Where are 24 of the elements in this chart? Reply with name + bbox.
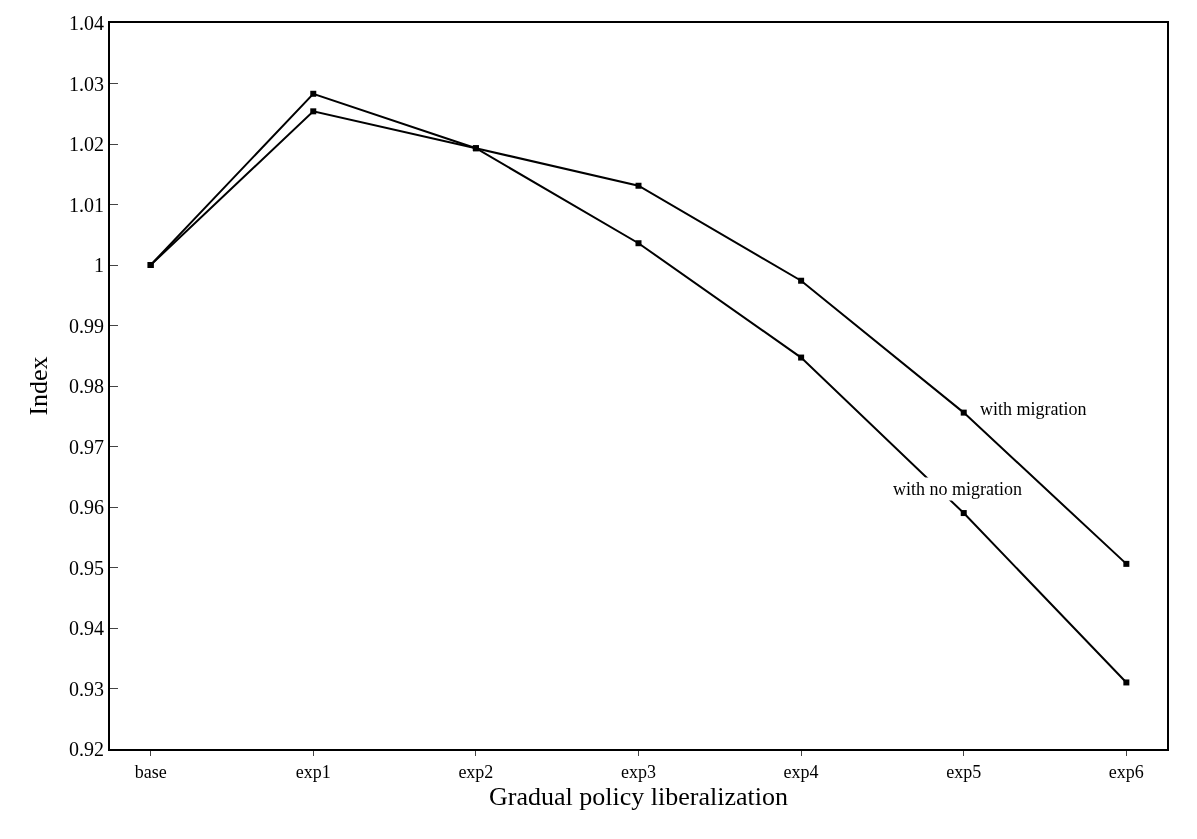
- y-tick-label: 1.03: [69, 72, 104, 95]
- y-tick-label: 0.95: [69, 556, 104, 579]
- x-tick-label: exp2: [458, 761, 494, 782]
- y-tick-label: 0.96: [69, 496, 104, 518]
- x-axis-title: Gradual policy liberalization: [489, 781, 788, 811]
- annotation: with no migration: [893, 479, 1022, 499]
- x-tick-label: exp1: [295, 761, 331, 782]
- y-tick-label: 0.98: [69, 375, 104, 397]
- y-tick-label: 0.97: [69, 435, 104, 458]
- x-tick-label: exp6: [1108, 761, 1144, 782]
- y-tick-label: 0.92: [69, 738, 104, 760]
- y-tick-label: 1.01: [69, 193, 104, 216]
- y-tick-label: 1.02: [69, 133, 104, 155]
- x-tick-label: base: [134, 761, 167, 782]
- y-axis-title: Index: [24, 356, 53, 416]
- x-tick-label: exp3: [621, 761, 656, 782]
- y-tick-label: 1: [94, 254, 104, 276]
- y-tick-label: 1.04: [69, 12, 104, 34]
- y-tick-label: 0.99: [69, 314, 104, 337]
- y-tick-label: 0.93: [69, 677, 104, 700]
- annotation: with migration: [980, 399, 1087, 419]
- x-tick-label: exp4: [783, 761, 819, 782]
- x-tick-label: exp5: [946, 761, 982, 782]
- y-tick-label: 0.94: [69, 617, 104, 639]
